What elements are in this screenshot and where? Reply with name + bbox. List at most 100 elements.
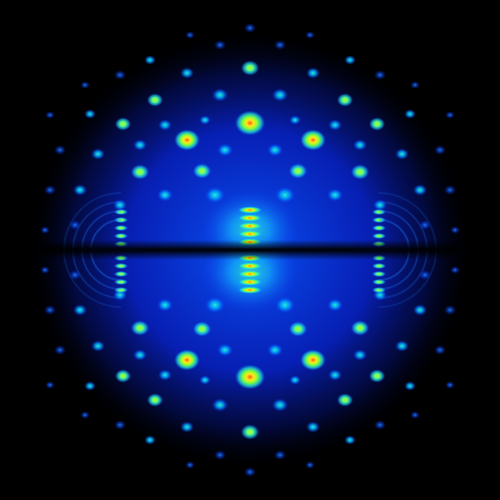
center-fringe [238, 286, 262, 294]
diffraction-spot [368, 117, 386, 131]
diffraction-spot [240, 60, 260, 76]
side-fringe-right [372, 209, 386, 215]
diffraction-spot [113, 199, 127, 211]
center-fringe [238, 270, 262, 278]
diffraction-spot [133, 349, 147, 361]
diffraction-spot [144, 55, 156, 65]
diffraction-spot [180, 67, 194, 79]
diffraction-spot [328, 119, 342, 131]
diffraction-spot [274, 40, 286, 50]
diffraction-spot [91, 148, 105, 160]
center-fringe [238, 206, 262, 214]
diffraction-spot [54, 145, 66, 155]
diffraction-spot [244, 467, 256, 477]
diffraction-spot [114, 70, 126, 80]
diffraction-spot [174, 129, 200, 151]
diffraction-spot [344, 435, 356, 445]
diffraction-spot [445, 381, 455, 389]
diffraction-spot [353, 139, 367, 151]
diffraction-spot [185, 31, 195, 39]
diffraction-spot [326, 188, 344, 202]
side-fringe-right [372, 225, 386, 231]
diffraction-spot [305, 31, 315, 39]
diffraction-spot [434, 145, 446, 155]
side-fringe-right [372, 217, 386, 223]
diffraction-spot [114, 420, 126, 430]
center-fringe [238, 222, 262, 230]
center-fringe [238, 278, 262, 286]
diffraction-spot [80, 81, 90, 89]
diffraction-spot [114, 117, 132, 131]
diffraction-spot [73, 304, 87, 316]
diffraction-spot [300, 349, 326, 371]
diffraction-spot [244, 23, 256, 33]
diffraction-spot [306, 421, 320, 433]
diffraction-spot [444, 185, 456, 195]
diffraction-spot [146, 393, 164, 407]
diffraction-spot [235, 110, 265, 136]
diffraction-spot [404, 381, 416, 391]
diffraction-spot [45, 111, 55, 119]
diffraction-spot [374, 70, 386, 80]
diffraction-spot [444, 305, 456, 315]
diffraction-spot [69, 270, 81, 280]
diffraction-spots [40, 23, 460, 477]
diffraction-spot [410, 81, 420, 89]
diffraction-spot [45, 381, 55, 389]
diffraction-spot [450, 226, 460, 234]
diffraction-spot [192, 163, 212, 179]
center-fringe [238, 214, 262, 222]
diffraction-spot [156, 188, 174, 202]
center-fringe [238, 230, 262, 238]
side-fringe-left [114, 263, 128, 269]
diffraction-spot [144, 435, 156, 445]
side-fringe-left [114, 209, 128, 215]
diffraction-spot [434, 345, 446, 355]
side-fringe-right [372, 271, 386, 277]
diffraction-spot [445, 111, 455, 119]
diffraction-spot [216, 343, 234, 357]
diffraction-spot [174, 349, 200, 371]
diffraction-spot [306, 67, 320, 79]
diffraction-spot [130, 164, 150, 180]
diffraction-spot [192, 321, 212, 337]
diffraction-spot [288, 163, 308, 179]
diffraction-spot [84, 109, 96, 119]
side-fringe-right [372, 263, 386, 269]
diffraction-spot [91, 340, 105, 352]
diffraction-spot [410, 411, 420, 419]
diffraction-spot [214, 450, 226, 460]
side-fringe-left [114, 279, 128, 285]
diffraction-spot [395, 340, 409, 352]
diffraction-spot [326, 298, 344, 312]
diffraction-spot [419, 220, 431, 230]
diffraction-spot [199, 375, 211, 385]
diffraction-spot [266, 143, 284, 157]
diffraction-spot [300, 129, 326, 151]
side-fringe-right [372, 233, 386, 239]
side-fringe-left [114, 217, 128, 223]
diffraction-spot [289, 375, 301, 385]
diffraction-spot [368, 369, 386, 383]
side-fringe-left [114, 287, 128, 293]
diffraction-spot [73, 184, 87, 196]
diffraction-spot [146, 93, 164, 107]
diffraction-spot [44, 305, 56, 315]
diffraction-spot [54, 345, 66, 355]
diffraction-spot [350, 320, 370, 336]
side-fringe-left [114, 233, 128, 239]
diffraction-spot [374, 420, 386, 430]
diffraction-spot [305, 461, 315, 469]
side-fringe-right [372, 287, 386, 293]
diffraction-spot [156, 298, 174, 312]
diffraction-spot [328, 369, 342, 381]
diffraction-spot [413, 184, 427, 196]
diffraction-spot [419, 270, 431, 280]
diffraction-spot [84, 381, 96, 391]
diffraction-spot [80, 411, 90, 419]
diffraction-spot [69, 220, 81, 230]
diffraction-spot [240, 424, 260, 440]
diffraction-spot [266, 343, 284, 357]
diffraction-spot [133, 139, 147, 151]
